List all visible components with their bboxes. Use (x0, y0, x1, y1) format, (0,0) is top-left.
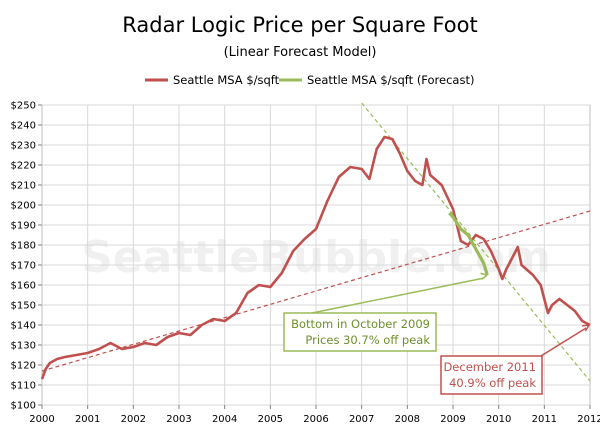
y-tick-label: $110 (11, 381, 36, 392)
annotation-text: December 2011 (443, 360, 536, 374)
legend-label-forecast: Seattle MSA $/sqft (Forecast) (307, 73, 474, 87)
x-tick-label: 2000 (29, 414, 54, 425)
y-tick-label: $170 (11, 261, 36, 272)
y-tick-label: $220 (11, 161, 36, 172)
y-tick-label: $250 (11, 101, 36, 112)
x-tick-label: 2006 (303, 414, 328, 425)
annotation-arrow-line (311, 277, 485, 314)
annotation-text: Bottom in October 2009 (291, 317, 430, 331)
trendline (361, 102, 591, 382)
x-tick-label: 2011 (532, 414, 557, 425)
y-tick-label: $100 (11, 401, 36, 412)
series-lines (40, 135, 591, 380)
y-tick-label: $120 (11, 361, 36, 372)
annotation-text: Prices 30.7% off peak (305, 333, 430, 347)
x-tick-label: 2008 (395, 414, 420, 425)
legend-label-actual: Seattle MSA $/sqft (173, 73, 280, 87)
x-tick-label: 2012 (577, 414, 600, 425)
x-tick-label: 2001 (75, 414, 100, 425)
chart-subtitle: (Linear Forecast Model) (224, 45, 377, 60)
annotation-box (440, 355, 543, 395)
trendlines (41, 102, 591, 382)
y-tick-label: $150 (11, 301, 36, 312)
y-tick-label: $160 (11, 281, 36, 292)
y-tick-label: $200 (11, 201, 36, 212)
annotation-arrowhead (480, 272, 488, 280)
legend: Seattle MSA $/sqft Seattle MSA $/sqft (F… (145, 73, 474, 87)
y-tick-label: $210 (11, 181, 36, 192)
annotation-arrowhead (582, 324, 590, 332)
plot-area: SeattleBubble.com $100$110$120$130$140$1… (11, 101, 600, 426)
annotation-text: 40.9% off peak (449, 376, 536, 390)
x-tick-label: 2002 (121, 414, 146, 425)
series-line-forecast (448, 211, 489, 276)
y-tick-label: $140 (11, 321, 36, 332)
annotation-box (283, 312, 437, 352)
series-line-actual (40, 135, 591, 380)
x-tick-label: 2005 (258, 414, 283, 425)
x-tick-label: 2009 (440, 414, 465, 425)
y-tick-label: $180 (11, 241, 36, 252)
y-tick-label: $230 (11, 141, 36, 152)
x-tick-label: 2004 (212, 414, 237, 425)
y-tick-label: $190 (11, 221, 36, 232)
y-tick-label: $240 (11, 121, 36, 132)
chart-title: Radar Logic Price per Square Foot (122, 13, 477, 37)
annotation-arrow-line (540, 327, 587, 357)
x-axis-ticks: 2000 2001 2002 2003 2004 2005 2006 2007 2008 2009… (29, 405, 600, 425)
x-tick-label: 2003 (166, 414, 191, 425)
x-tick-label: 2010 (486, 414, 511, 425)
y-tick-label: $130 (11, 341, 36, 352)
x-tick-label: 2007 (349, 414, 374, 425)
annotations: Bottom in October 2009 Prices 30.7% off p… (283, 272, 590, 395)
y-axis-ticks: $100 $110 $120 $130 $140 $150 $160 $170 $180 $190… (11, 101, 42, 412)
